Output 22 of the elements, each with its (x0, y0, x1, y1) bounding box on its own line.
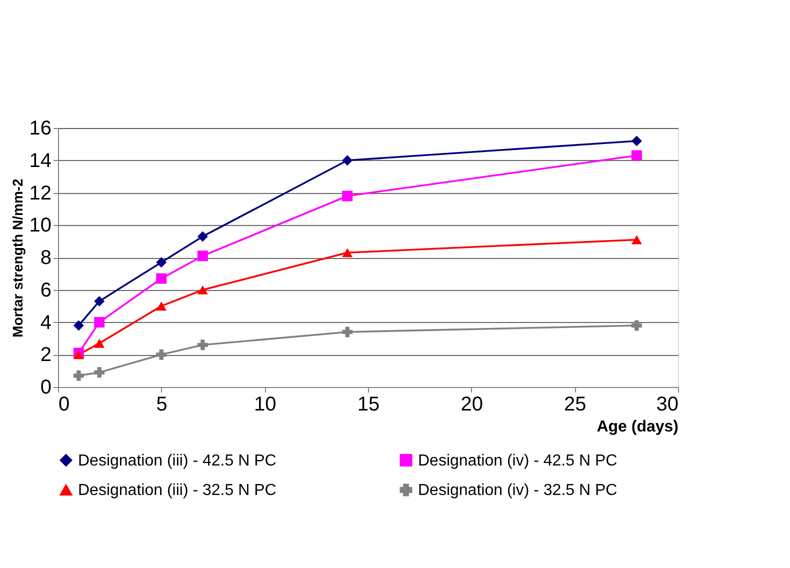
x-axis-title: Age (days) (596, 418, 678, 436)
x-tick-label: 0 (58, 394, 70, 416)
legend-label: Designation (iv) - 42.5 N PC (418, 452, 618, 470)
x-tick-label: 30 (656, 394, 678, 416)
x-tick-label: 20 (460, 394, 483, 416)
y-tick-label: 16 (29, 118, 52, 140)
y-tick-label: 4 (40, 312, 52, 334)
y-tick-label: 14 (29, 150, 52, 172)
y-tick-label: 12 (29, 182, 52, 204)
x-tick-label: 5 (156, 394, 168, 416)
y-tick-label: 10 (29, 214, 52, 237)
x-tick-label: 10 (254, 394, 276, 416)
y-tick-label: 0 (40, 376, 52, 398)
x-tick-label: 25 (564, 394, 586, 416)
legend-label: Designation (iii) - 32.5 N PC (78, 482, 276, 499)
legend-label: Designation (iii) - 42.5 N PC (78, 452, 276, 470)
y-tick-label: 8 (40, 247, 52, 269)
y-tick-label: 2 (40, 344, 52, 366)
y-axis-title: Mortar strength N/mm-2 (9, 178, 26, 338)
x-tick-label: 15 (357, 394, 380, 416)
legend-label: Designation (iv) - 32.5 N PC (418, 482, 618, 499)
y-tick-label: 6 (40, 279, 52, 302)
